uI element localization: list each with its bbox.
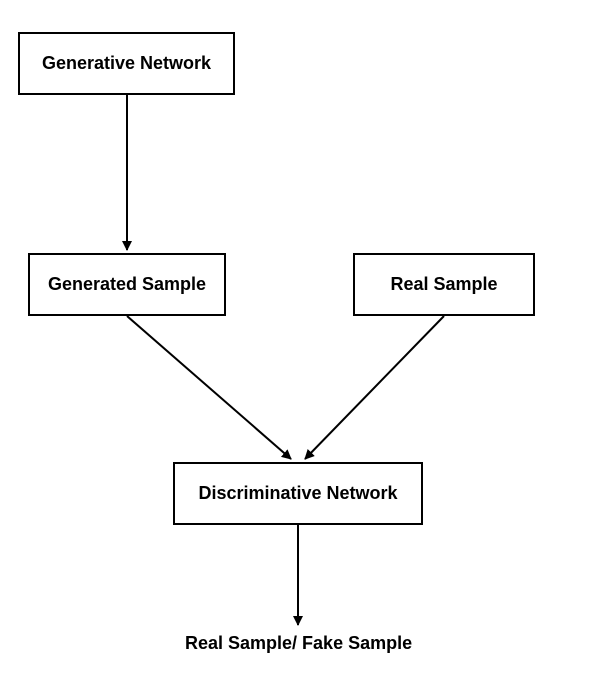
node-label: Real Sample bbox=[390, 274, 497, 295]
node-label: Discriminative Network bbox=[198, 483, 397, 504]
node-discriminative-network: Discriminative Network bbox=[173, 462, 423, 525]
output-label: Real Sample/ Fake Sample bbox=[185, 633, 412, 654]
node-label: Generative Network bbox=[42, 53, 211, 74]
node-generative-network: Generative Network bbox=[18, 32, 235, 95]
edge-real-to-disc bbox=[305, 316, 444, 459]
flowchart-connectors bbox=[0, 0, 596, 685]
node-label: Generated Sample bbox=[48, 274, 206, 295]
node-real-sample: Real Sample bbox=[353, 253, 535, 316]
node-generated-sample: Generated Sample bbox=[28, 253, 226, 316]
edge-generated-to-disc bbox=[127, 316, 291, 459]
output-text-content: Real Sample/ Fake Sample bbox=[185, 633, 412, 653]
